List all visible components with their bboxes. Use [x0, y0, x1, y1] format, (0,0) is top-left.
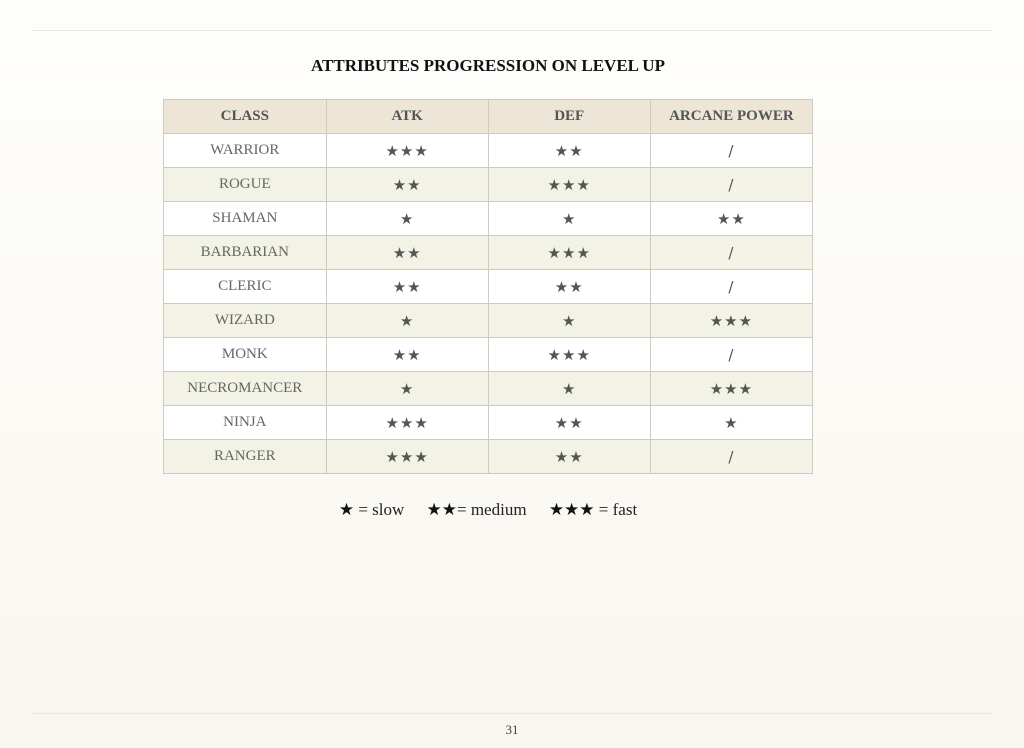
rating-cell: / [649, 133, 814, 168]
rating-cell: ★★★ [487, 235, 651, 270]
rating-cell: ★★★ [487, 167, 651, 202]
page-number: 31 [505, 722, 519, 737]
rating-cell: ★★★ [649, 303, 814, 338]
rating-cell: / [649, 439, 814, 474]
rating-cell: ★★★ [487, 337, 651, 372]
rating-cell: ★★ [325, 337, 489, 372]
rating-cell: ★ [325, 201, 489, 236]
rating-cell: ★★★ [325, 133, 489, 168]
rating-cell: ★★★ [325, 439, 489, 474]
star-icon: ★ [338, 500, 355, 520]
class-name-cell: WIZARD [163, 303, 327, 338]
star-icon: ★★ [426, 500, 457, 520]
rating-cell: ★ [487, 371, 651, 406]
bottom-divider [32, 713, 992, 714]
legend-medium: ★★= medium [426, 500, 527, 520]
star-legend: ★ = slow ★★= medium ★★★ = fast [0, 500, 976, 520]
rating-cell: ★ [649, 405, 814, 440]
table-row: NECROMANCER ★ ★ ★★★ [163, 371, 814, 406]
column-header: CLASS [163, 99, 327, 134]
table-row: ROGUE ★★ ★★★ / [163, 167, 814, 202]
table-row: BARBARIAN ★★ ★★★ / [163, 235, 814, 270]
table-row: WIZARD ★ ★ ★★★ [163, 303, 814, 338]
class-name-cell: NINJA [163, 405, 327, 440]
legend-slow: ★ = slow [338, 500, 405, 520]
class-name-cell: RANGER [163, 439, 327, 474]
table-row: RANGER ★★★ ★★ / [163, 439, 814, 474]
rating-cell: ★★ [325, 235, 489, 270]
class-name-cell: CLERIC [163, 269, 327, 304]
class-name-cell: BARBARIAN [163, 235, 327, 270]
rating-cell: / [649, 167, 814, 202]
rating-cell: ★ [325, 371, 489, 406]
star-icon: ★★★ [548, 500, 595, 520]
table-row: CLERIC ★★ ★★ / [163, 269, 814, 304]
table-row: MONK ★★ ★★★ / [163, 337, 814, 372]
table-row: WARRIOR ★★★ ★★ / [163, 133, 814, 168]
legend-fast: ★★★ = fast [548, 500, 638, 520]
rating-cell: ★ [487, 201, 651, 236]
rating-cell: ★★★ [325, 405, 489, 440]
class-name-cell: ROGUE [163, 167, 327, 202]
rating-cell: ★★★ [649, 371, 814, 406]
rating-cell: ★★ [649, 201, 814, 236]
rating-cell: / [649, 337, 814, 372]
rating-cell: ★★ [325, 269, 489, 304]
class-name-cell: SHAMAN [163, 201, 327, 236]
column-header: ATK [325, 99, 489, 134]
rating-cell: / [649, 269, 814, 304]
column-header: ARCANE POWER [649, 99, 814, 134]
rating-cell: / [649, 235, 814, 270]
class-name-cell: MONK [163, 337, 327, 372]
attributes-table: CLASS ATK DEF ARCANE POWER WARRIOR ★★★ ★★ / ROG… [163, 99, 814, 474]
rating-cell: ★★ [487, 269, 651, 304]
column-header: DEF [487, 99, 651, 134]
table-row: NINJA ★★★ ★★ ★ [163, 405, 814, 440]
rating-cell: ★★ [325, 167, 489, 202]
table-row: SHAMAN ★ ★ ★★ [163, 201, 814, 236]
rating-cell: ★★ [487, 439, 651, 474]
rating-cell: ★ [325, 303, 489, 338]
rating-cell: ★ [487, 303, 651, 338]
page-title: ATTRIBUTES PROGRESSION ON LEVEL UP [311, 56, 665, 75]
rating-cell: ★★ [487, 133, 651, 168]
top-divider [32, 30, 992, 31]
class-name-cell: WARRIOR [163, 133, 327, 168]
class-name-cell: NECROMANCER [163, 371, 327, 406]
rating-cell: ★★ [487, 405, 651, 440]
